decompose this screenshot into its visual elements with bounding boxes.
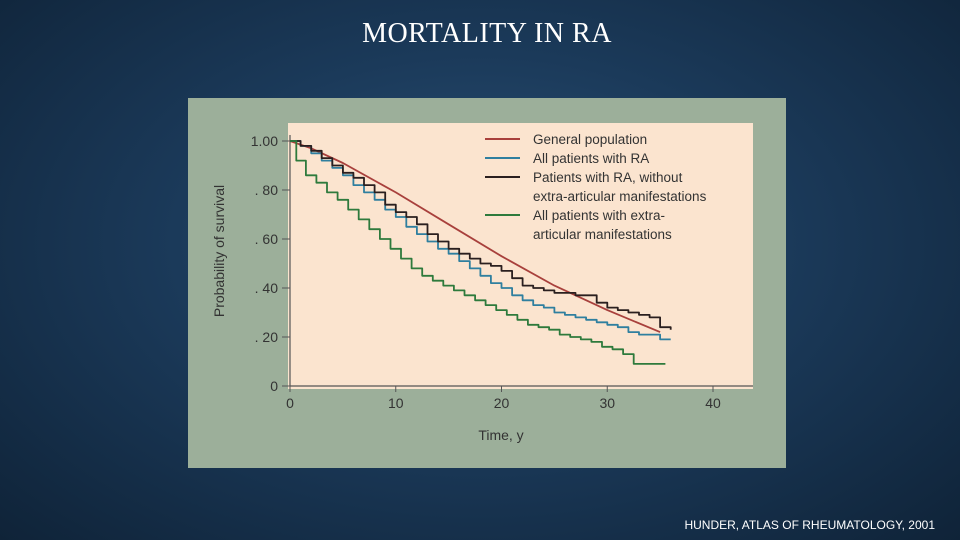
y-tick-label: 1.00 — [251, 133, 278, 149]
series-layer — [289, 140, 672, 365]
legend-label: Patients with RA, without — [533, 170, 683, 185]
y-tick-label: . 40 — [255, 280, 279, 296]
series-line — [290, 140, 672, 330]
x-tick-label: 0 — [286, 395, 294, 411]
legend-label: All patients with RA — [533, 151, 649, 166]
survival-chart: 0 10 20 30 40 0 . 20 . 40 . 60 . 80 1.00 General p… — [211, 123, 753, 443]
y-tick-label: . 60 — [255, 231, 279, 247]
y-tick-label: 0 — [270, 378, 278, 394]
axes: 0 10 20 30 40 0 . 20 . 40 . 60 . 80 1.00 — [251, 133, 753, 411]
survival-figure: 0 10 20 30 40 0 . 20 . 40 . 60 . 80 1.00 General p… — [188, 98, 786, 468]
citation: HUNDER, ATLAS OF RHEUMATOLOGY, 2001 — [684, 518, 935, 532]
x-tick-label: 40 — [705, 395, 721, 411]
legend-label: All patients with extra- — [533, 208, 665, 223]
y-axis-label: Probability of survival — [211, 185, 227, 317]
x-tick-label: 20 — [494, 395, 510, 411]
plot-area — [288, 123, 753, 389]
legend-label: articular manifestations — [533, 227, 672, 242]
y-tick-label: . 20 — [255, 329, 279, 345]
series-line — [290, 140, 671, 341]
x-tick-label: 30 — [599, 395, 615, 411]
x-tick-label: 10 — [388, 395, 404, 411]
slide-title: MORTALITY IN RA — [362, 18, 612, 49]
legend-label: General population — [533, 132, 647, 147]
y-tick-label: . 80 — [255, 182, 279, 198]
legend: General population All patients with RA Pa… — [485, 132, 707, 242]
legend-label: extra-articular manifestations — [533, 189, 707, 204]
series-line — [290, 140, 666, 365]
x-axis-label: Time, y — [478, 427, 523, 443]
